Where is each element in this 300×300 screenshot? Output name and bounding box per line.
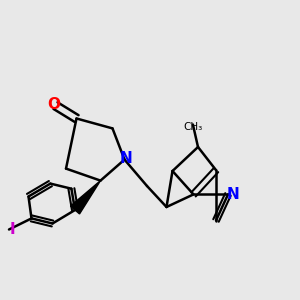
Polygon shape [70,181,101,214]
Text: O: O [47,97,61,112]
Text: CH₃: CH₃ [183,122,202,133]
Text: N: N [120,151,132,166]
Text: N: N [226,187,239,202]
Text: I: I [9,222,15,237]
